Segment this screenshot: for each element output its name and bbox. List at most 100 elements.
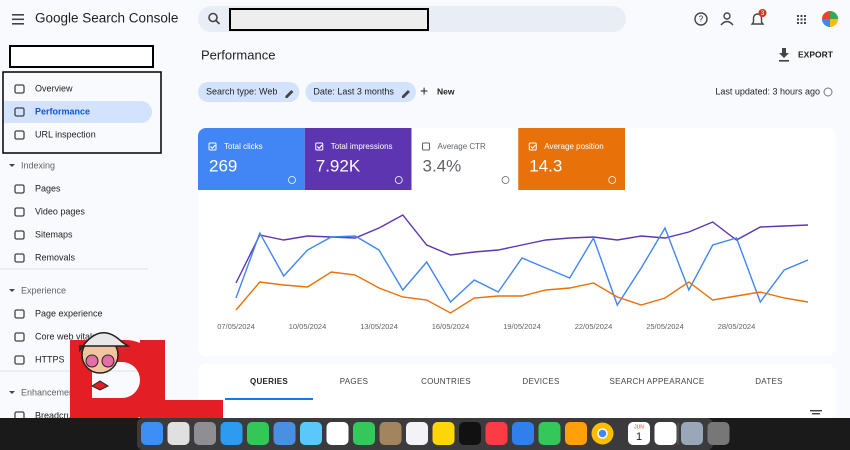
page-title: Performance: [201, 47, 275, 62]
nav-icon: [14, 107, 25, 117]
metric-tile[interactable]: [411, 128, 519, 190]
nav-active-bg: [4, 101, 152, 123]
help-glyph: ?: [699, 15, 704, 24]
section-title[interactable]: Enhancements: [21, 387, 82, 397]
tab[interactable]: SEARCH APPEARANCE: [610, 377, 705, 386]
dock-app-center: [597, 428, 608, 439]
dock-app[interactable]: [300, 422, 322, 445]
x-tick-label: 07/05/2024: [217, 322, 255, 331]
product-name[interactable]: Google Search Console: [35, 11, 178, 26]
apps-dot: [804, 15, 806, 17]
tab[interactable]: DEVICES: [522, 377, 559, 386]
filters: Search type: Web Date: Last 3 months: [198, 82, 416, 102]
tab[interactable]: COUNTRIES: [421, 377, 471, 386]
metric-help: [394, 176, 403, 184]
edit-icon: [285, 90, 294, 98]
dock-app[interactable]: [194, 422, 216, 445]
nav-icon: [14, 184, 25, 194]
nav-item[interactable]: Sitemaps: [35, 229, 73, 239]
redacted: [229, 8, 429, 31]
metric-checkbox: [315, 142, 324, 151]
dock-app[interactable]: [167, 422, 190, 445]
nav-item[interactable]: Performance: [35, 106, 90, 116]
tab[interactable]: DATES: [755, 377, 783, 386]
tab[interactable]: PAGES: [340, 377, 368, 386]
dock-app[interactable]: [485, 422, 508, 445]
apps-dot: [804, 22, 806, 24]
dock-app[interactable]: [273, 422, 296, 445]
dock-app[interactable]: [353, 422, 375, 445]
nav-item[interactable]: Video pages: [35, 206, 85, 216]
dock-app[interactable]: [681, 422, 703, 445]
tabs: QUERIES PAGES COUNTRIES DEVICES SEARCH APPEA…: [250, 377, 783, 386]
avatar[interactable]: [822, 11, 838, 27]
dock-app[interactable]: [565, 422, 587, 445]
dock-app[interactable]: [459, 422, 481, 445]
redacted: [9, 45, 154, 68]
dock-app[interactable]: [707, 422, 730, 445]
users-button[interactable]: [720, 12, 734, 26]
export-icon: [779, 48, 789, 62]
metric-tile[interactable]: [198, 128, 305, 190]
chart: 07/05/2024 10/05/2024 13/05/2024 16/05/2024…: [217, 214, 809, 331]
dock-app[interactable]: [141, 422, 163, 445]
section-caret: [9, 289, 15, 292]
nav-icon: [14, 230, 25, 240]
filter-chip[interactable]: Search type: Web: [198, 82, 300, 102]
metric-value: 269: [209, 156, 237, 175]
section-title[interactable]: Indexing: [21, 160, 55, 170]
nav-icon: [14, 253, 25, 263]
dock-app[interactable]: [654, 422, 677, 445]
x-tick-label: 28/05/2024: [718, 322, 756, 331]
nav-item[interactable]: HTTPS: [35, 354, 65, 364]
nav-item[interactable]: Breadcrumbs: [35, 410, 89, 420]
nav-item[interactable]: Removals: [35, 252, 76, 262]
nav-item[interactable]: Page experience: [35, 308, 103, 318]
calendar-day: 1: [636, 431, 642, 443]
watermark-logo: [70, 332, 223, 420]
x-tick-label: 13/05/2024: [360, 322, 398, 331]
apps-dot: [797, 15, 799, 17]
apps-dot: [800, 18, 803, 21]
series-line: [235, 226, 809, 307]
dock-app[interactable]: [247, 422, 269, 445]
dock-app[interactable]: [326, 422, 349, 445]
tab[interactable]: QUERIES: [250, 377, 288, 386]
menu-button[interactable]: [12, 14, 24, 25]
filter-chip[interactable]: Date: Last 3 months: [305, 82, 416, 102]
section-caret: [9, 164, 15, 167]
metric-value: 3.4%: [423, 156, 462, 175]
metric-tile[interactable]: [304, 128, 412, 190]
chip-bg: [198, 82, 300, 102]
x-tick-label: 16/05/2024: [432, 322, 470, 331]
metric-checkbox: [422, 142, 430, 151]
dock-app[interactable]: [538, 422, 561, 445]
export-button[interactable]: EXPORT: [798, 49, 834, 59]
metrics: Total clicks 269 Total impressions 7.92K Ave…: [198, 128, 625, 190]
nav-item[interactable]: Core web vitals: [35, 331, 97, 341]
dock-app[interactable]: [432, 422, 455, 445]
nav-item[interactable]: Pages: [35, 183, 61, 193]
apps-button[interactable]: [797, 15, 806, 24]
nav-icon: [14, 355, 25, 365]
nav-icon: [14, 332, 25, 342]
dock-app[interactable]: [379, 422, 402, 445]
metric-checkbox: [208, 142, 217, 151]
nav-item[interactable]: URL inspection: [35, 129, 96, 139]
dock-app[interactable]: [628, 422, 650, 445]
info-icon: [823, 87, 833, 97]
section-caret: [9, 391, 15, 394]
metric-tile[interactable]: [518, 128, 625, 190]
dock-app[interactable]: [220, 422, 243, 445]
notifications-button[interactable]: [750, 9, 767, 25]
new-filter-button[interactable]: New: [437, 86, 455, 96]
notification-count: 3: [761, 11, 765, 17]
dock-app[interactable]: [406, 422, 428, 445]
nav-item[interactable]: Overview: [35, 83, 73, 93]
help-button[interactable]: [694, 12, 708, 26]
section-title[interactable]: Experience: [21, 285, 66, 295]
checkmark: [210, 144, 216, 150]
x-tick-label: 19/05/2024: [503, 322, 541, 331]
dock-app[interactable]: [512, 422, 534, 445]
filter-rows-icon[interactable]: [810, 410, 822, 415]
